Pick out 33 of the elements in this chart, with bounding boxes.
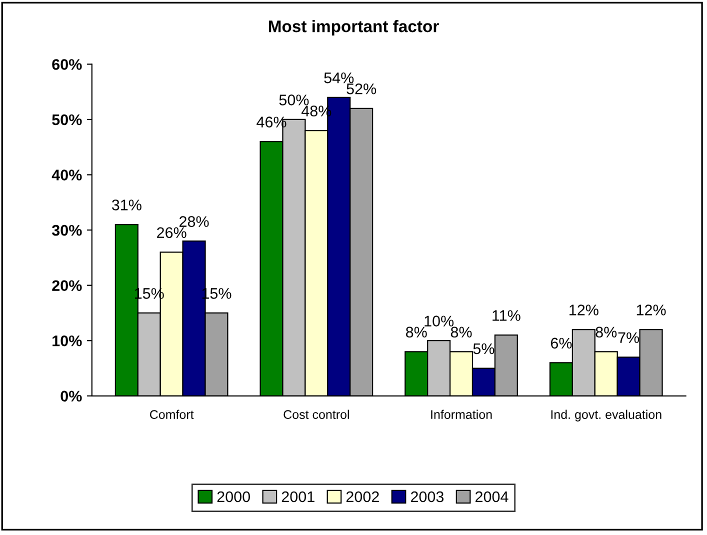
- legend-label: 2002: [346, 491, 379, 502]
- data-label: 12%: [636, 304, 666, 316]
- y-tick-label: 50%: [52, 114, 82, 126]
- x-tick-label: Ind. govt. evaluation: [551, 410, 662, 422]
- legend-label: 2003: [410, 491, 444, 502]
- data-label: 31%: [112, 200, 142, 210]
- legend-label: 2004: [476, 491, 508, 502]
- data-label: 6%: [550, 338, 572, 349]
- data-label: 5%: [473, 343, 494, 354]
- y-tick-label: 0%: [60, 390, 82, 402]
- data-label: 12%: [570, 304, 598, 316]
- data-label: 50%: [279, 94, 309, 106]
- data-label: 28%: [180, 216, 209, 227]
- data-label: 8%: [596, 326, 617, 338]
- y-tick-label: 40%: [52, 170, 82, 180]
- x-tick-label: Cost control: [284, 410, 349, 419]
- data-label: 26%: [157, 227, 186, 238]
- y-tick-label: 60%: [52, 59, 82, 70]
- x-tick-label: Information: [431, 410, 492, 419]
- legend-label: 2001: [282, 491, 314, 502]
- x-tick-label: Comfort: [150, 410, 194, 419]
- data-label: 52%: [346, 83, 376, 94]
- y-tick-label: 20%: [52, 280, 82, 292]
- data-label: 11%: [492, 310, 520, 321]
- y-tick-label: 30%: [52, 224, 82, 236]
- data-label: 10%: [424, 316, 454, 326]
- y-tick-label: 10%: [52, 335, 82, 346]
- data-label: 54%: [324, 72, 354, 84]
- data-label: 8%: [450, 326, 472, 338]
- chart-title: Most important factor: [268, 20, 439, 36]
- legend-label: 2000: [217, 491, 250, 502]
- data-label: 7%: [618, 332, 640, 344]
- data-label: 8%: [406, 326, 427, 338]
